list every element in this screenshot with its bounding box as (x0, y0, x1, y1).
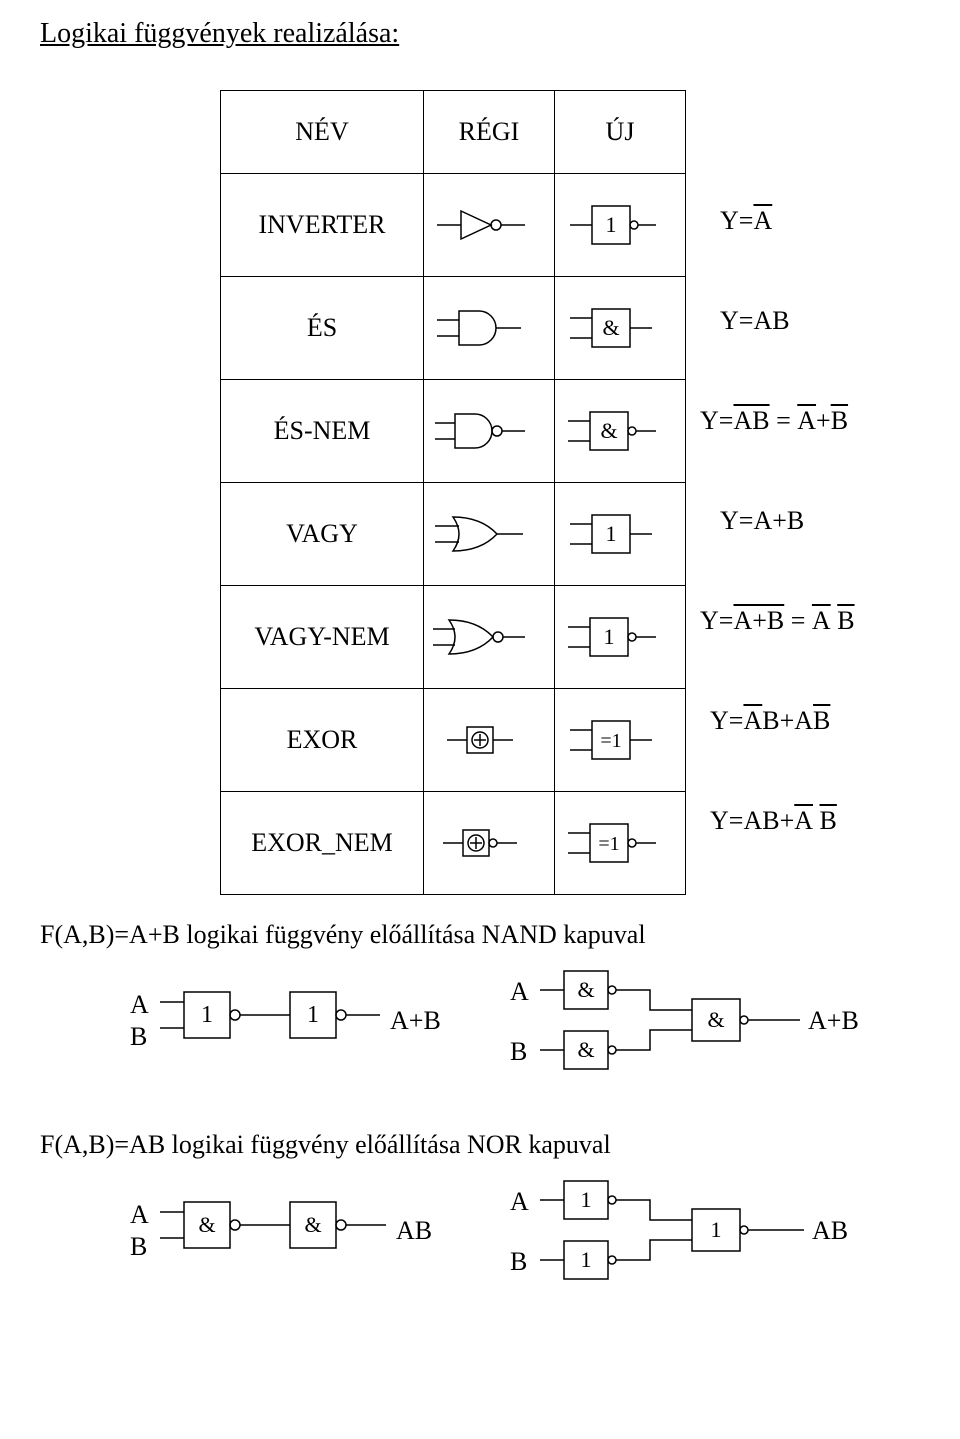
hdr-old: RÉGI (424, 91, 555, 174)
new-inverter-icon: 1 (555, 174, 686, 277)
eq-inv-prefix: Y= (720, 206, 753, 235)
name-xor: EXOR (221, 689, 424, 792)
c2r-A: A (510, 1187, 529, 1217)
eq-xnor: Y=AB+A B (710, 806, 837, 836)
eq-xnor-plus: + (780, 806, 795, 835)
eq-nand-Bbar: B (831, 406, 848, 436)
name-and: ÉS (221, 277, 424, 380)
c2r-nor3: 1 (711, 1217, 722, 1242)
name-nand: ÉS-NEM (221, 380, 424, 483)
eq-nor-ApB: A+B (733, 606, 784, 636)
eq-nand: Y=AB = A+B (700, 406, 848, 436)
sym-xnor: =1 (598, 833, 619, 855)
eq-xor-Abar: A (743, 706, 762, 736)
eq-nand-eq: = (770, 406, 798, 435)
eq-xnor-Bbar: B (820, 806, 837, 836)
c1r-nand1: & (577, 977, 594, 1002)
new-xnor-icon: =1 (555, 792, 686, 895)
eq-xor-plus: + (780, 706, 795, 735)
name-inverter: INVERTER (221, 174, 424, 277)
eq-xnor-p: Y= (710, 806, 743, 835)
sym-inverter: 1 (606, 212, 617, 237)
row-nor: VAGY-NEM 1 (221, 586, 686, 689)
c2l-B: B (130, 1232, 147, 1262)
c2l-AB: AB (396, 1216, 432, 1246)
old-or-icon (424, 483, 555, 586)
row-inverter: INVERTER 1 (221, 174, 686, 277)
c2l-box2: & (304, 1212, 321, 1237)
eq-inverter: Y=A (720, 206, 772, 236)
row-and: ÉS & (221, 277, 686, 380)
row-nand: ÉS-NEM & (221, 380, 686, 483)
eq-or: Y=A+B (720, 506, 804, 536)
old-xnor-icon (424, 792, 555, 895)
c2l-A: A (130, 1200, 149, 1230)
circuit-2-left-icon: & & (150, 1190, 400, 1260)
eq-xor-Bbar: B (813, 706, 830, 736)
c1r-A: A (510, 977, 529, 1007)
new-and-icon: & (555, 277, 686, 380)
c1l-A: A (130, 990, 149, 1020)
eq-nand-p: Y= (700, 406, 733, 435)
old-inverter-icon (424, 174, 555, 277)
c2r-nor2: 1 (581, 1247, 592, 1272)
name-nor: VAGY-NEM (221, 586, 424, 689)
eq-xor: Y=AB+AB (710, 706, 830, 736)
c2r-nor1: 1 (581, 1187, 592, 1212)
eq-nand-AB: AB (733, 406, 769, 436)
eq-nor-Bbar: B (837, 606, 854, 636)
c1r-nand2: & (577, 1037, 594, 1062)
c1l-B: B (130, 1022, 147, 1052)
c2l-box1: & (198, 1212, 215, 1237)
row-or: VAGY 1 (221, 483, 686, 586)
eq-xor-p: Y= (710, 706, 743, 735)
c2r-B: B (510, 1247, 527, 1277)
circuit-1-right-icon: & & & (530, 965, 820, 1075)
name-or: VAGY (221, 483, 424, 586)
name-xnor: EXOR_NEM (221, 792, 424, 895)
subheading-nand: F(A,B)=A+B logikai függvény előállítása … (40, 920, 646, 950)
c1l-box2: 1 (307, 1002, 319, 1028)
circuit-2-right-icon: 1 1 1 (530, 1175, 820, 1285)
sym-or: 1 (606, 521, 617, 546)
sym-xor: =1 (600, 730, 621, 752)
row-xor: EXOR =1 (221, 689, 686, 792)
old-nand-icon (424, 380, 555, 483)
hdr-name: NÉV (221, 91, 424, 174)
sym-and: & (602, 315, 619, 340)
old-nor-icon (424, 586, 555, 689)
old-xor-icon (424, 689, 555, 792)
circuit-1-left-icon: 1 1 (150, 980, 400, 1050)
new-nor-icon: 1 (555, 586, 686, 689)
eq-xor-A: A (794, 706, 813, 735)
c1r-B: B (510, 1037, 527, 1067)
old-and-icon (424, 277, 555, 380)
eq-xor-B: B (762, 706, 779, 735)
c1r-nand3: & (707, 1007, 724, 1032)
eq-xnor-AB1: AB (743, 806, 779, 835)
row-xnor: EXOR_NEM =1 (221, 792, 686, 895)
eq-nor-Abar: A (812, 606, 831, 636)
hdr-new: ÚJ (555, 91, 686, 174)
gate-table: NÉV RÉGI ÚJ INVERTER 1 (220, 90, 686, 895)
eq-xnor-Abar: A (794, 806, 813, 836)
c1l-box1: 1 (201, 1002, 213, 1028)
new-or-icon: 1 (555, 483, 686, 586)
page: Logikai függvények realizálása: NÉV RÉGI… (0, 0, 960, 1439)
eq-nand-Abar: A (797, 406, 816, 436)
eq-inv-A: A (753, 206, 772, 236)
table-header-row: NÉV RÉGI ÚJ (221, 91, 686, 174)
eq-nor: Y=A+B = A B (700, 606, 855, 636)
eq-nor-p: Y= (700, 606, 733, 635)
page-title: Logikai függvények realizálása: (0, 0, 960, 50)
subheading-nor: F(A,B)=AB logikai függvény előállítása N… (40, 1130, 611, 1160)
sym-nand: & (600, 418, 617, 443)
eq-nand-plus: + (816, 406, 831, 435)
new-nand-icon: & (555, 380, 686, 483)
new-xor-icon: =1 (555, 689, 686, 792)
sym-nor: 1 (604, 624, 615, 649)
eq-nor-eq: = (784, 606, 812, 635)
eq-and: Y=AB (720, 306, 790, 336)
